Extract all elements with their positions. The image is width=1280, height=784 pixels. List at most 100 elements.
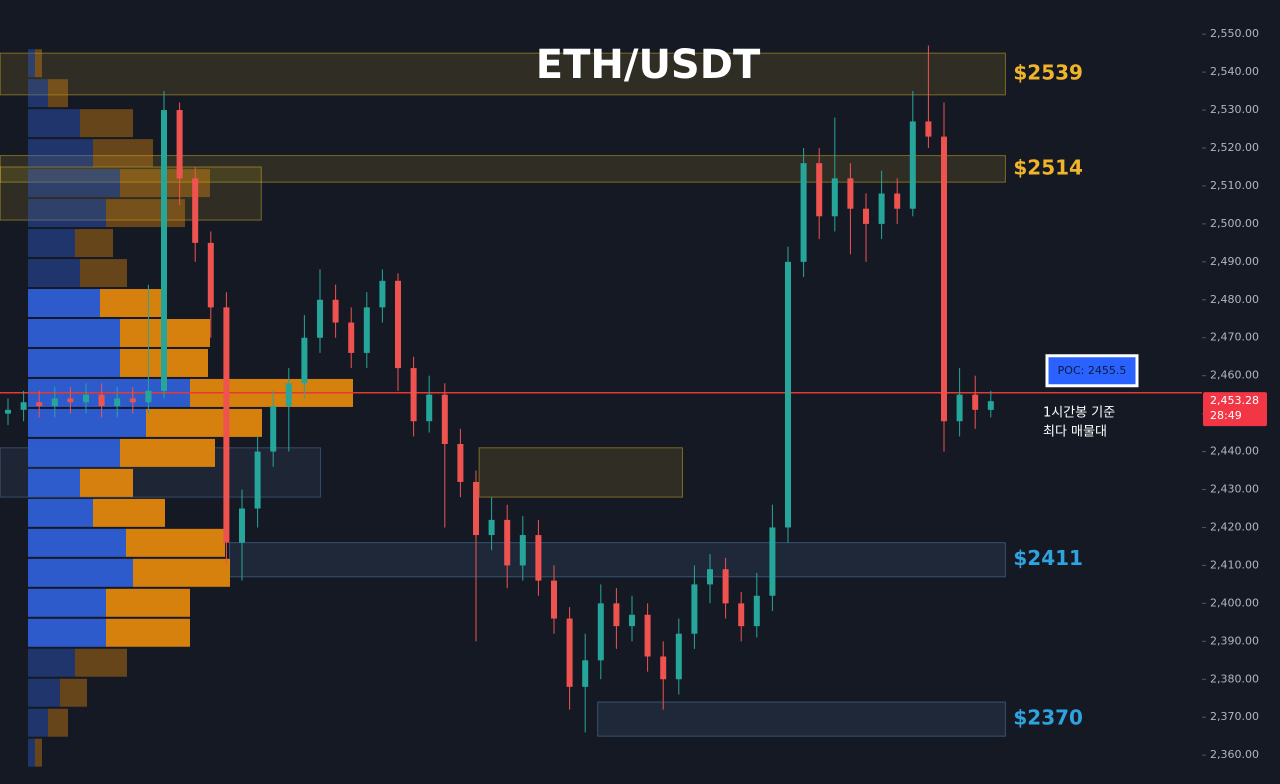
last-price-label: 2,453.28 <box>1210 394 1259 407</box>
candle-body <box>67 398 74 403</box>
volume-buy <box>28 558 133 587</box>
candle-body <box>613 603 620 627</box>
volume-buy <box>28 678 60 707</box>
candle-body <box>410 368 417 422</box>
candle-body <box>36 402 43 407</box>
candle-body <box>395 280 401 369</box>
volume-sell <box>126 528 225 557</box>
candle-body <box>176 110 183 179</box>
candle-body <box>753 595 760 627</box>
volume-buy <box>28 79 48 108</box>
price-axis <box>1202 0 1280 784</box>
volume-buy <box>28 229 75 258</box>
volume-sell <box>75 229 113 258</box>
candle-body <box>551 580 557 619</box>
chart-title: ETH/USDT <box>536 42 761 88</box>
volume-sell <box>35 49 42 78</box>
poc-label: POC: 2455.5 <box>1058 364 1127 377</box>
volume-buy <box>28 618 106 647</box>
y-tick-label: 2,550.00 <box>1210 27 1259 40</box>
candle-body <box>535 535 542 581</box>
y-tick-label: 2,390.00 <box>1210 634 1259 647</box>
candle-body <box>691 584 698 634</box>
candle-body <box>83 394 89 403</box>
candle-body <box>504 519 511 566</box>
candle-body <box>98 394 105 407</box>
volume-sell <box>35 738 42 767</box>
candle-body <box>129 398 136 403</box>
candle-body <box>722 569 729 604</box>
y-tick-label: 2,540.00 <box>1210 65 1259 78</box>
candle-body <box>972 394 979 410</box>
y-tick-label: 2,520.00 <box>1210 141 1259 154</box>
y-tick-label: 2,410.00 <box>1210 558 1259 571</box>
y-tick-label: 2,440.00 <box>1210 445 1259 458</box>
volume-sell <box>93 498 165 527</box>
candle-body <box>473 481 479 536</box>
candle-body <box>925 121 932 137</box>
candle-body <box>457 443 464 482</box>
candle-body <box>192 178 199 243</box>
candle-body <box>441 394 448 444</box>
zone <box>478 447 683 498</box>
zone <box>0 155 1006 183</box>
volume-buy <box>28 49 35 78</box>
candle-body <box>207 242 214 308</box>
volume-buy <box>28 648 75 677</box>
candle-body <box>348 322 355 353</box>
candle-body <box>239 508 245 543</box>
volume-buy <box>28 738 35 767</box>
candle-body <box>831 178 838 217</box>
volume-buy <box>28 259 80 288</box>
volume-buy <box>28 348 120 377</box>
volume-buy <box>28 438 120 467</box>
candle-body <box>738 603 745 627</box>
candle-body <box>317 299 323 338</box>
y-tick-label: 2,470.00 <box>1210 331 1259 344</box>
candle-body <box>51 398 58 407</box>
volume-buy <box>28 289 100 318</box>
candle-body <box>223 307 230 543</box>
candle-body <box>847 178 854 209</box>
volume-sell <box>60 678 87 707</box>
y-tick-label: 2,500.00 <box>1210 217 1259 230</box>
zone <box>229 542 1006 578</box>
zone <box>597 701 1006 737</box>
last-price-box <box>1203 392 1267 427</box>
note: 최다 매물대 <box>1043 424 1107 439</box>
volume-sell <box>100 289 162 318</box>
candle-body <box>956 394 963 422</box>
volume-buy <box>28 408 146 437</box>
candle-body <box>363 307 370 353</box>
candle-body <box>582 660 589 687</box>
candle-body <box>161 110 167 391</box>
candle-body <box>987 401 994 410</box>
countdown: 28:49 <box>1210 409 1242 422</box>
volume-sell <box>106 199 185 228</box>
candle-body <box>785 261 791 528</box>
y-tick-label: 2,530.00 <box>1210 103 1259 116</box>
candle-body <box>332 299 339 323</box>
y-tick-label: 2,430.00 <box>1210 483 1259 496</box>
zone-label: $2514 <box>1013 155 1083 179</box>
zone-label: $2370 <box>1013 706 1083 730</box>
volume-buy <box>28 139 93 168</box>
candle-body <box>566 618 573 687</box>
y-tick-label: 2,510.00 <box>1210 179 1259 192</box>
volume-sell <box>80 109 133 138</box>
candle-body <box>644 614 651 657</box>
zone-label: $2539 <box>1013 60 1083 84</box>
volume-buy <box>28 588 106 617</box>
candle-body <box>254 451 261 509</box>
y-tick-label: 2,460.00 <box>1210 369 1259 382</box>
candle-body <box>285 383 292 407</box>
y-tick-label: 2,360.00 <box>1210 748 1259 761</box>
volume-buy <box>28 319 120 347</box>
candle-body <box>270 406 277 452</box>
candle-body <box>800 163 807 262</box>
candle-body <box>894 193 901 209</box>
candle-body <box>426 394 433 422</box>
y-tick-label: 2,490.00 <box>1210 255 1259 268</box>
candle-body <box>629 614 635 627</box>
